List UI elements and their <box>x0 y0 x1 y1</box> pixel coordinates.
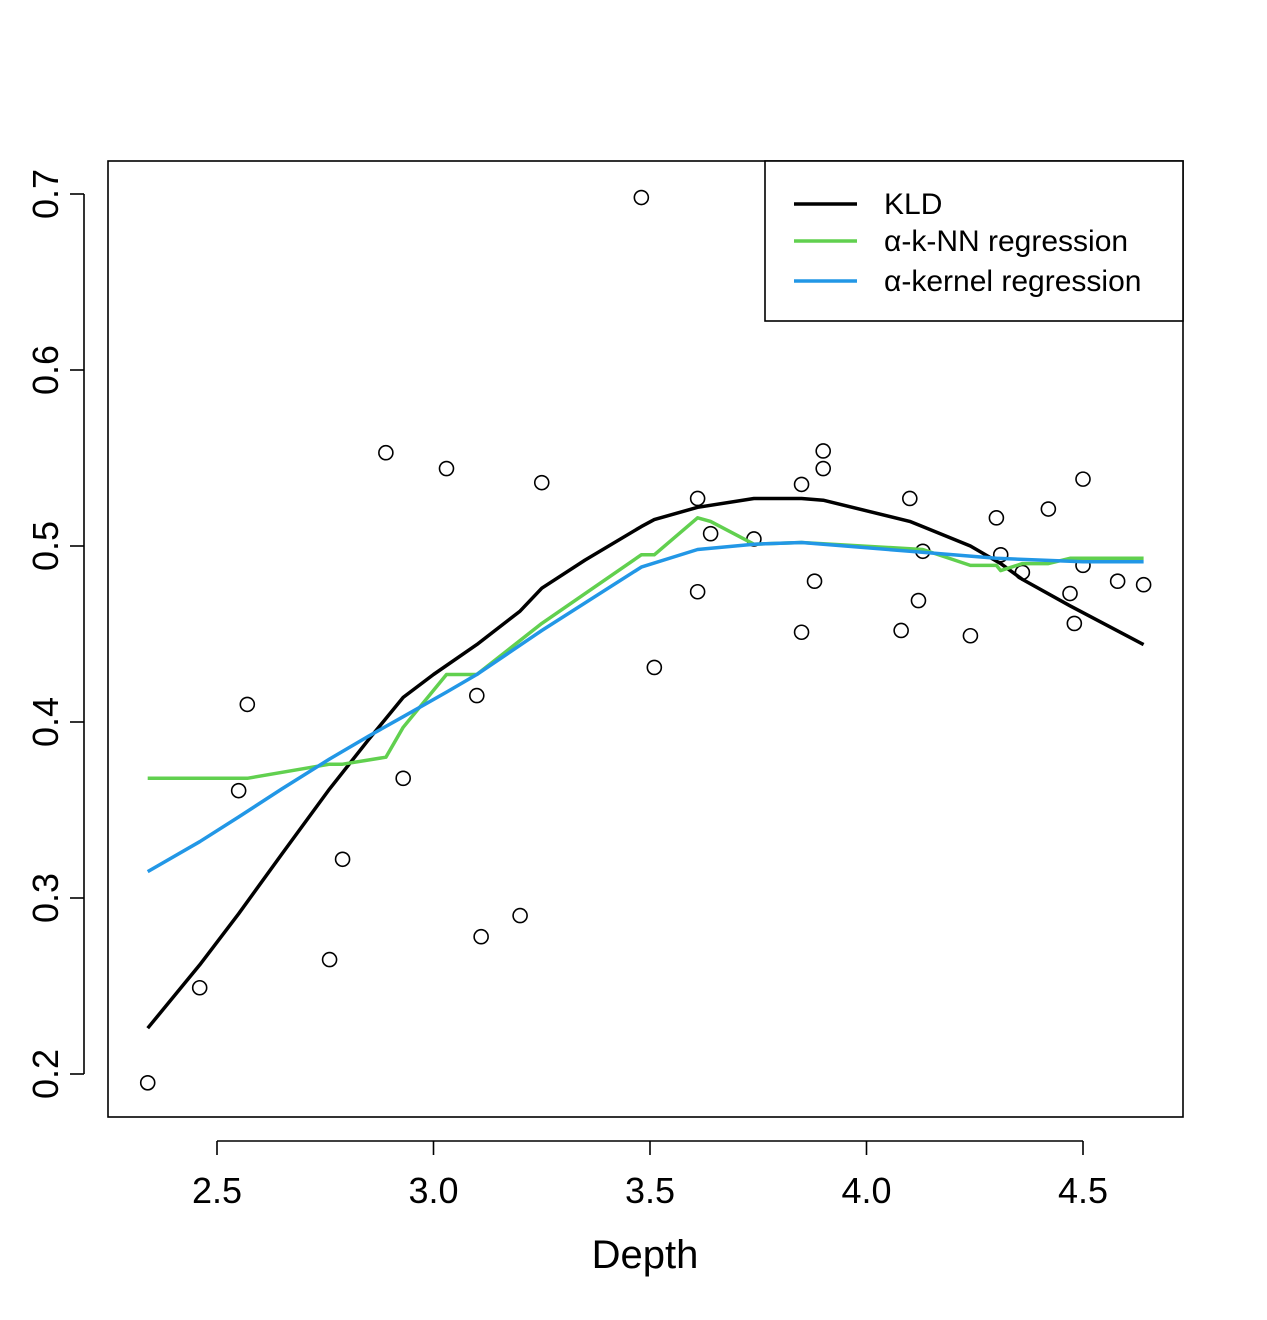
x-tick-label: 3.5 <box>625 1170 675 1211</box>
y-tick-label: 0.4 <box>25 697 66 747</box>
series-line-knn <box>147 516 1144 781</box>
data-point <box>702 525 719 542</box>
data-point <box>378 444 394 461</box>
data-point <box>901 490 918 507</box>
data-point <box>191 979 208 996</box>
y-tick-label: 0.3 <box>25 873 66 923</box>
legend: KLD α-k-NN regression α-kernel regressio… <box>764 160 1184 322</box>
data-point <box>1066 615 1083 632</box>
x-tick-label: 4.0 <box>841 1170 891 1211</box>
data-point <box>321 951 338 968</box>
x-tick-label: 4.5 <box>1058 1170 1108 1211</box>
legend-label-kld: KLD <box>884 188 942 221</box>
data-point <box>473 928 489 945</box>
data-point <box>512 907 528 924</box>
data-point <box>893 622 909 639</box>
data-point <box>533 474 550 491</box>
data-point <box>139 1075 156 1091</box>
data-point <box>1040 501 1057 517</box>
data-point <box>910 592 927 609</box>
data-point <box>1075 471 1091 487</box>
data-point <box>793 624 810 641</box>
legend-label-kernel: α-kernel regression <box>884 265 1141 298</box>
x-axis-title: Depth <box>592 1233 699 1277</box>
data-point <box>334 851 351 868</box>
data-point <box>1135 576 1152 593</box>
data-point <box>633 189 650 206</box>
x-tick-label: 3.0 <box>408 1170 458 1211</box>
data-point <box>646 659 663 676</box>
series-line-kernel <box>146 540 1144 874</box>
data-point <box>793 476 810 493</box>
data-point <box>689 583 706 600</box>
y-tick-label: 0.6 <box>25 345 66 395</box>
y-tick-label: 0.5 <box>25 521 66 571</box>
data-point <box>962 627 979 644</box>
data-point <box>468 687 485 704</box>
data-points <box>139 189 1152 1091</box>
x-axis: 2.5 3.0 3.5 4.0 4.5 <box>192 1140 1108 1211</box>
data-point <box>438 460 455 477</box>
data-point <box>988 510 1005 526</box>
data-point <box>806 573 823 590</box>
data-point <box>1109 573 1126 590</box>
data-point <box>395 770 411 787</box>
y-tick-label: 0.7 <box>25 169 66 219</box>
data-point <box>689 490 706 507</box>
x-tick-label: 2.5 <box>192 1170 242 1211</box>
series-line-kld <box>146 496 1145 1030</box>
legend-label-knn: α-k-NN regression <box>884 225 1128 258</box>
y-axis: 0.2 0.3 0.4 0.5 0.6 0.7 <box>25 169 85 1099</box>
series-lines <box>146 496 1145 1030</box>
plot-box <box>107 160 1184 1118</box>
data-point <box>815 443 832 459</box>
data-point <box>1062 585 1078 602</box>
data-point <box>239 696 256 713</box>
data-point <box>230 782 247 799</box>
data-point <box>815 460 832 477</box>
y-tick-label: 0.2 <box>25 1049 66 1099</box>
